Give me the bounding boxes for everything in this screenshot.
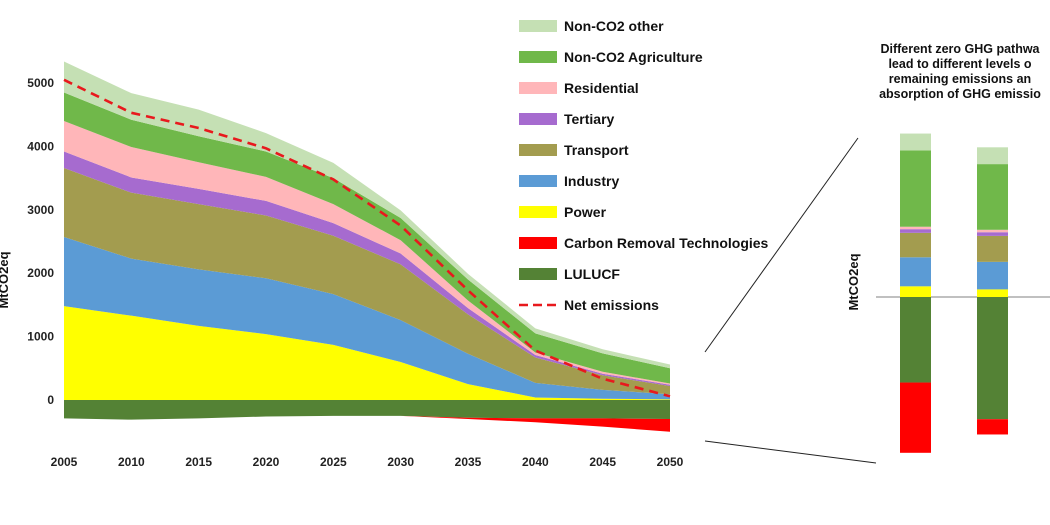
legend: Non-CO2 other Non-CO2 Agriculture Resident… — [519, 18, 769, 313]
legend-swatch — [519, 113, 557, 125]
area-residential — [64, 121, 670, 385]
legend-label: Net emissions — [564, 297, 659, 313]
legend-item-non-co2-agriculture: Non-CO2 Agriculture — [519, 49, 703, 65]
inset-segment-power — [900, 286, 931, 297]
legend-label: Industry — [564, 173, 619, 189]
legend-item-tertiary: Tertiary — [519, 111, 615, 127]
zoom-connector-lines — [704, 137, 877, 464]
legend-item-residential: Residential — [519, 80, 639, 96]
y-tick-label: 2000 — [27, 266, 54, 280]
inset-segment-carbon-removal-technologies — [977, 419, 1008, 435]
inset-segment-tertiary — [977, 232, 1008, 236]
inset-segment-residential — [977, 229, 1008, 233]
inset-segment-power — [977, 289, 1008, 297]
inset-segment-non-co2-agriculture — [900, 150, 931, 227]
x-tick-label: 2035 — [455, 455, 482, 469]
area-power — [64, 306, 670, 400]
inset-bar-1 — [900, 133, 931, 453]
area-non-co2-agriculture — [64, 92, 670, 384]
inset-bar-2 — [977, 147, 1008, 435]
inset-title-line: remaining emissions an — [889, 72, 1031, 86]
x-tick-label: 2040 — [522, 455, 549, 469]
inset-title-line: absorption of GHG emissio — [879, 87, 1041, 101]
legend-swatch — [519, 237, 557, 249]
y-tick-label: 0 — [47, 393, 54, 407]
legend-label: Tertiary — [564, 111, 615, 127]
inset-segment-non-co2-other — [900, 133, 931, 151]
legend-label: Transport — [564, 142, 629, 158]
y-tick-label: 4000 — [27, 139, 54, 153]
legend-label: Non-CO2 Agriculture — [564, 49, 703, 65]
x-tick-label: 2045 — [589, 455, 616, 469]
legend-label: Non-CO2 other — [564, 18, 664, 34]
area-tertiary — [64, 151, 670, 387]
inset-segment-lulucf — [977, 297, 1008, 420]
zoom-line-bottom — [704, 440, 877, 464]
inset-segment-industry — [977, 261, 1008, 290]
legend-swatch — [519, 51, 557, 63]
legend-swatch — [519, 82, 557, 94]
y-tick-label: 5000 — [27, 76, 54, 90]
area-non-co2-other — [64, 61, 670, 369]
inset-bar-chart — [876, 133, 1050, 453]
inset-title-line: Different zero GHG pathwa — [880, 42, 1040, 56]
x-tick-label: 2015 — [185, 455, 212, 469]
area-carbon-removal-technologies — [64, 415, 670, 432]
x-tick-label: 2010 — [118, 455, 145, 469]
inset-segment-tertiary — [900, 229, 931, 233]
area-industry — [64, 237, 670, 400]
legend-item-transport: Transport — [519, 142, 629, 158]
legend-item-industry: Industry — [519, 173, 619, 189]
line-net-emissions — [63, 78, 671, 398]
legend-label: Residential — [564, 80, 639, 96]
x-tick-label: 2025 — [320, 455, 347, 469]
inset-segment-non-co2-other — [977, 147, 1008, 165]
x-tick-label: 2030 — [387, 455, 414, 469]
legend-swatch — [519, 20, 557, 32]
main-area-chart — [63, 61, 671, 432]
y-axis-label: MtCO2eq — [0, 251, 11, 308]
y-tick-label: 1000 — [27, 330, 54, 344]
zoom-line-top — [704, 137, 859, 353]
main-axes: 0 1000 2000 3000 4000 5000 2005 2010 2015 2020 202… — [27, 76, 683, 469]
legend-swatch — [519, 144, 557, 156]
legend-item-carbon-removal-technologies: Carbon Removal Technologies — [519, 235, 769, 251]
inset-segment-non-co2-agriculture — [977, 164, 1008, 230]
x-tick-label: 2020 — [253, 455, 280, 469]
y-tick-label: 3000 — [27, 203, 54, 217]
legend-label: Power — [564, 204, 607, 220]
x-tick-label: 2005 — [51, 455, 78, 469]
inset-segment-carbon-removal-technologies — [900, 382, 931, 453]
inset-segment-lulucf — [900, 297, 931, 383]
legend-swatch — [519, 268, 557, 280]
inset-y-axis-label: MtCO2eq — [846, 253, 861, 310]
area-lulucf — [64, 400, 670, 420]
legend-label: Carbon Removal Technologies — [564, 235, 769, 251]
inset-segment-transport — [977, 235, 1008, 262]
legend-item-power: Power — [519, 204, 607, 220]
legend-label: LULUCF — [564, 266, 620, 282]
legend-swatch — [519, 206, 557, 218]
legend-item-net-emissions: Net emissions — [519, 297, 659, 313]
area-transport — [64, 167, 670, 395]
legend-swatch — [519, 175, 557, 187]
inset-segment-residential — [900, 226, 931, 230]
x-tick-label: 2050 — [657, 455, 684, 469]
legend-item-non-co2-other: Non-CO2 other — [519, 18, 664, 34]
inset-segment-industry — [900, 257, 931, 287]
inset-title-line: lead to different levels o — [888, 57, 1031, 71]
inset-segment-transport — [900, 232, 931, 258]
legend-item-lulucf: LULUCF — [519, 266, 620, 282]
